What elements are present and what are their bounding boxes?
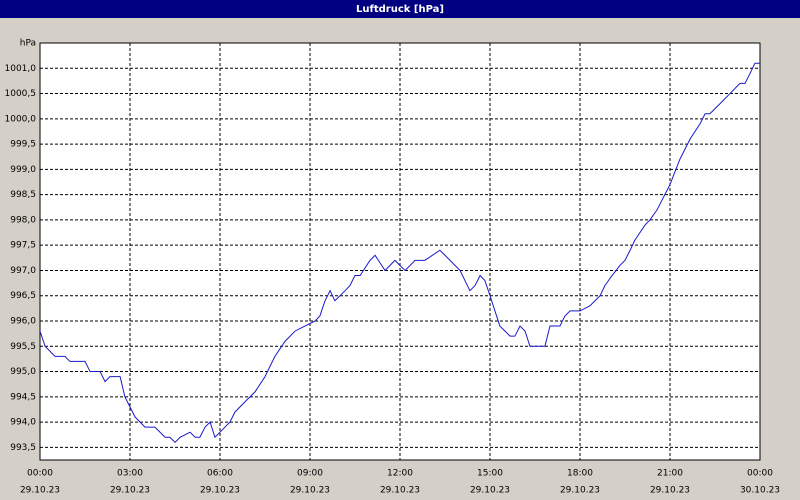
y-axis-label: hPa — [20, 39, 36, 49]
y-tick-label: 1000,5 — [5, 89, 37, 99]
y-tick-label: 994,0 — [10, 418, 36, 428]
x-tick-date: 29.10.23 — [290, 486, 330, 496]
x-tick-date: 29.10.23 — [380, 486, 420, 496]
data-line — [39, 62, 760, 444]
x-tick-label: 03:00 — [117, 469, 143, 479]
chart-title: Luftdruck [hPa] — [356, 4, 444, 15]
y-tick-label: 999,5 — [10, 140, 36, 150]
x-tick-label: 15:00 — [477, 469, 503, 479]
x-tick-date: 29.10.23 — [470, 486, 510, 496]
x-tick-date: 29.10.23 — [650, 486, 690, 496]
x-tick-date: 29.10.23 — [110, 486, 150, 496]
x-tick-date: 29.10.23 — [560, 486, 600, 496]
x-tick-label: 00:00 — [747, 469, 773, 479]
x-tick-label: 12:00 — [387, 469, 413, 479]
y-tick-label: 995,5 — [10, 342, 36, 352]
y-tick-label: 997,5 — [10, 241, 36, 251]
x-tick-date: 29.10.23 — [20, 486, 60, 496]
y-tick-label: 996,0 — [10, 317, 36, 327]
plot-border — [39, 42, 761, 461]
x-tick-label: 21:00 — [657, 469, 683, 479]
y-tick-label: 999,0 — [10, 165, 36, 175]
y-tick-label: 993,5 — [10, 443, 36, 453]
y-tick-label: 996,5 — [10, 291, 36, 301]
x-tick-date: 29.10.23 — [200, 486, 240, 496]
y-tick-label: 998,5 — [10, 190, 36, 200]
x-tick-label: 18:00 — [567, 469, 593, 479]
x-tick-date: 30.10.23 — [740, 486, 780, 496]
x-tick-label: 09:00 — [297, 469, 323, 479]
x-tick-label: 06:00 — [207, 469, 233, 479]
y-tick-label: 998,0 — [10, 215, 36, 225]
y-tick-label: 995,0 — [10, 367, 36, 377]
title-bar — [0, 0, 800, 18]
y-tick-label: 997,0 — [10, 266, 36, 276]
y-tick-label: 994,5 — [10, 392, 36, 402]
x-tick-label: 00:00 — [27, 469, 53, 479]
y-tick-label: 1000,0 — [5, 114, 37, 124]
y-tick-label: 1001,0 — [5, 64, 37, 74]
